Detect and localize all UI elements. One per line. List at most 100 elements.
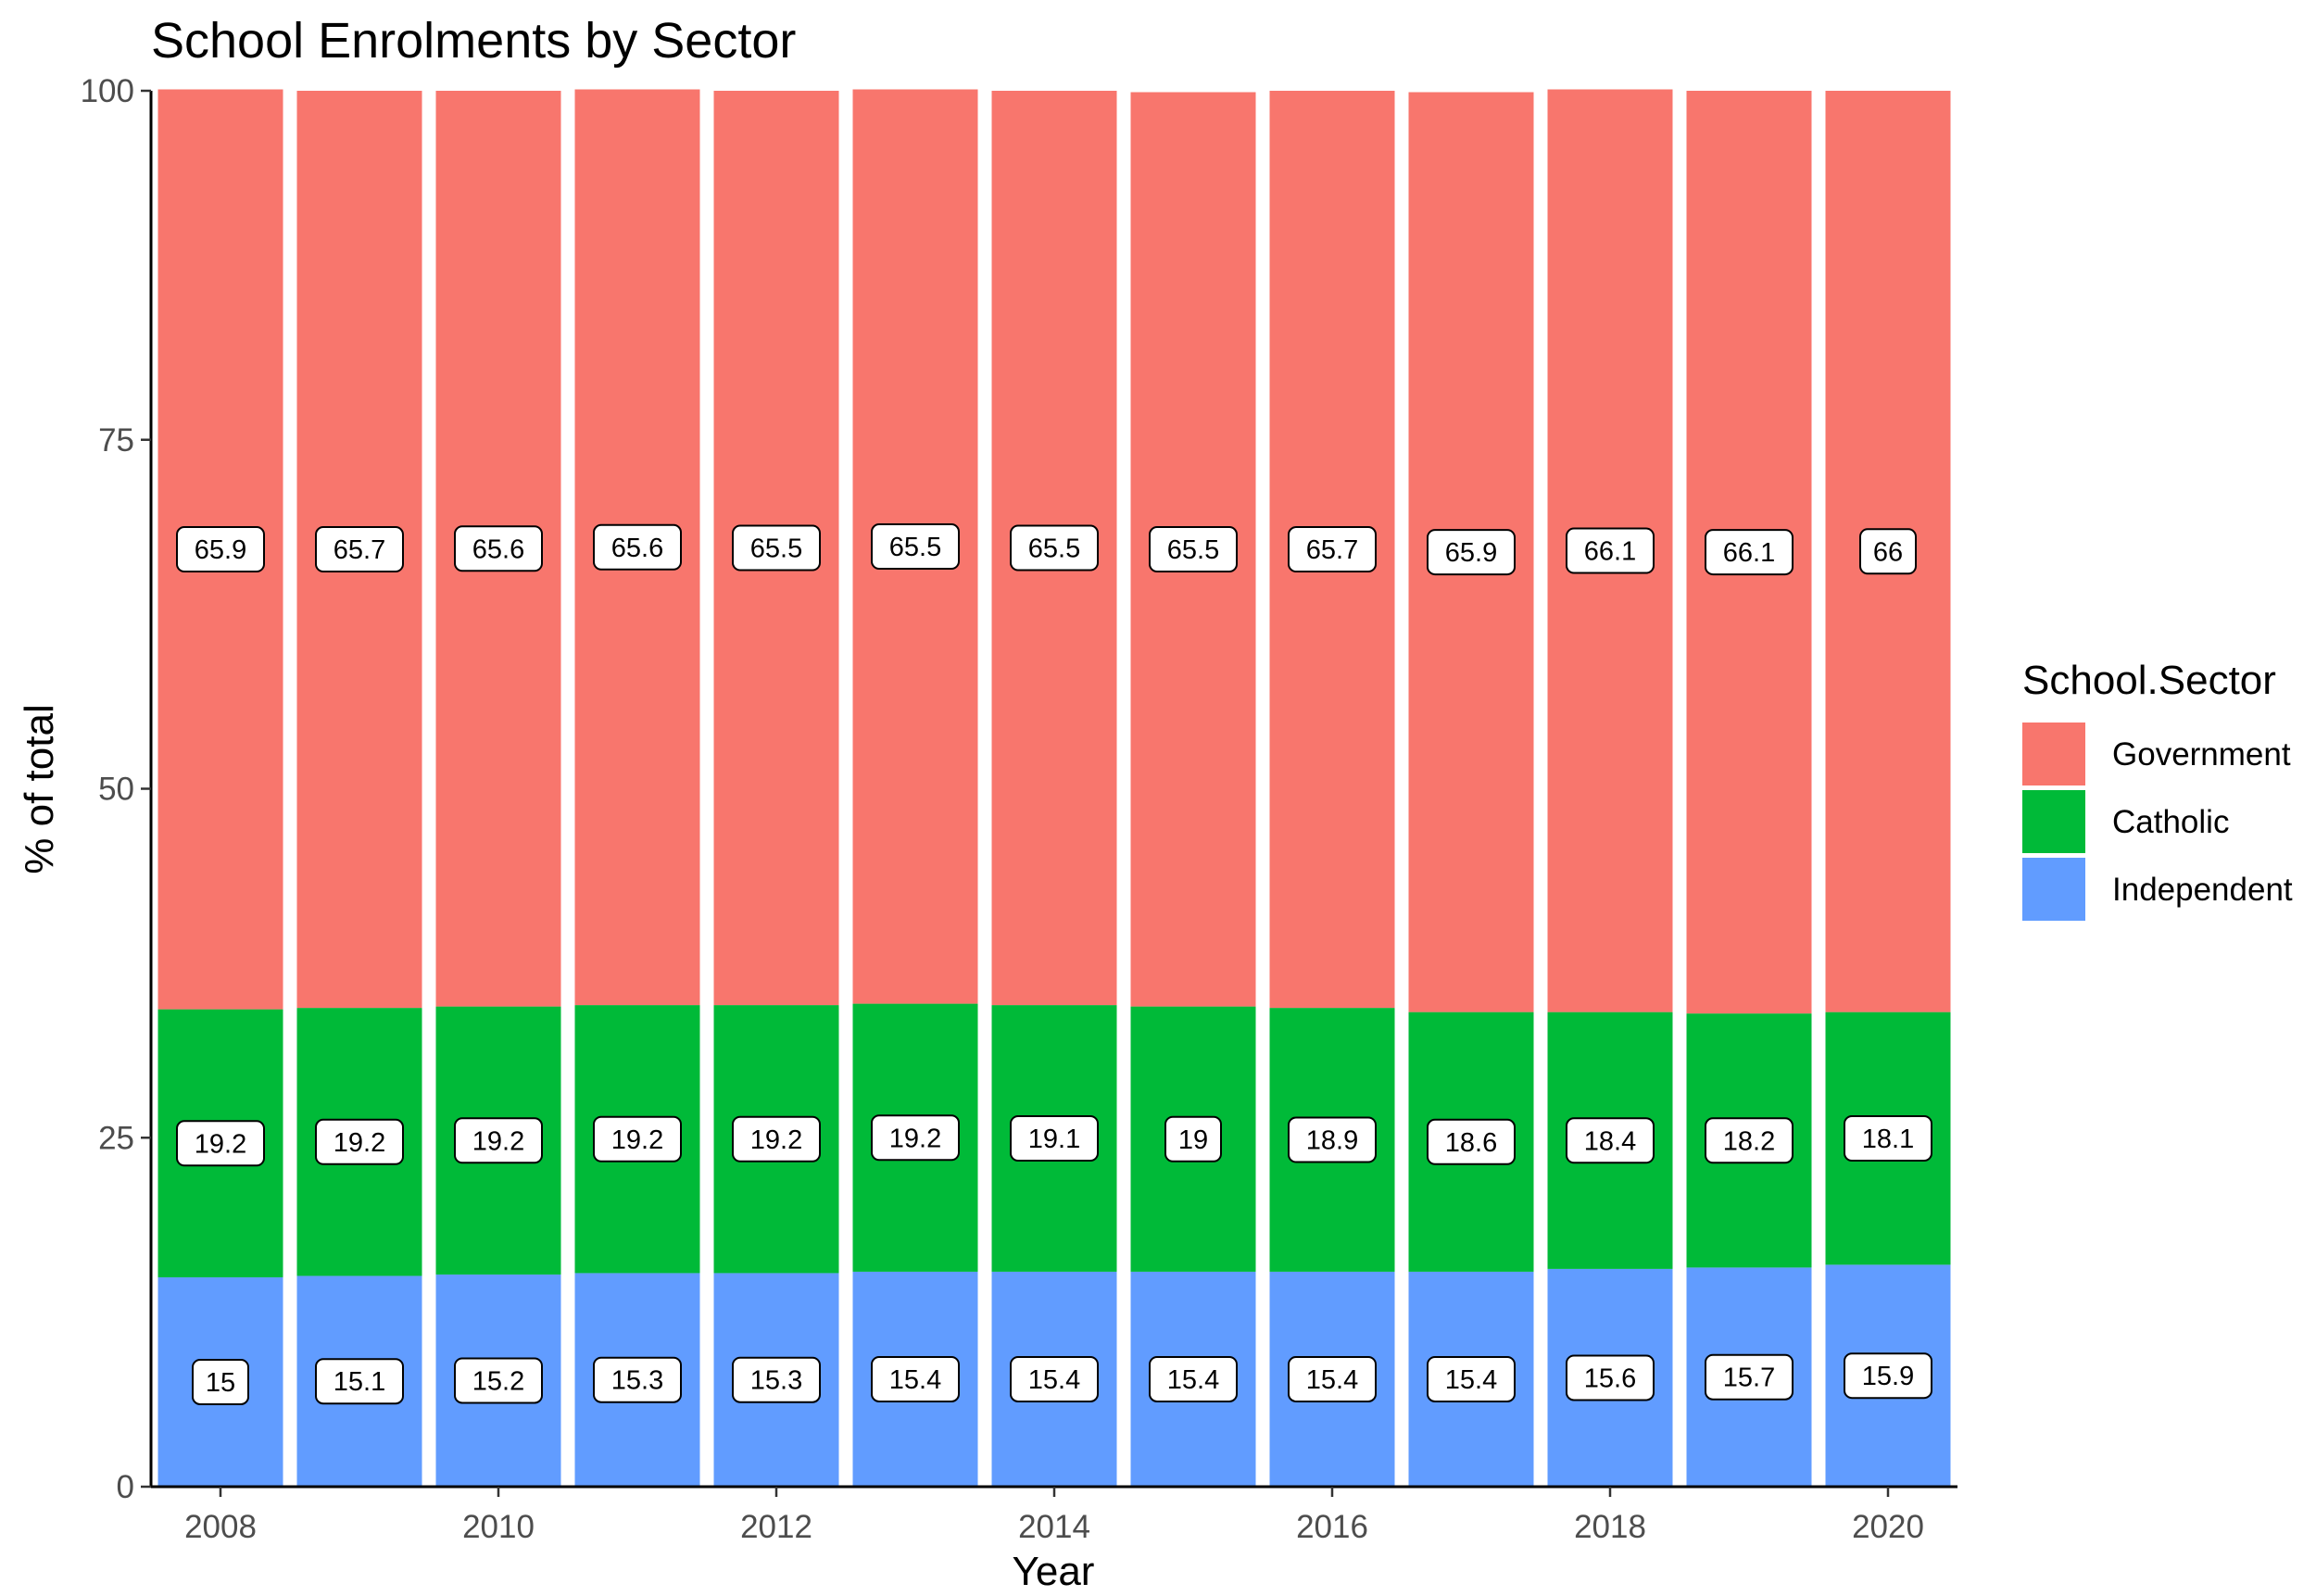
data-label-independent-2016: 15.4 <box>1288 1355 1377 1402</box>
chart-title: School Enrolments by Sector <box>151 13 796 69</box>
data-label-text: 18.1 <box>1862 1125 1914 1154</box>
data-label-catholic-2015: 19 <box>1164 1115 1222 1162</box>
legend-label: Government <box>2112 736 2291 773</box>
data-label-box <box>1844 1352 1932 1400</box>
data-label-independent-2017: 15.4 <box>1427 1355 1516 1402</box>
data-label-independent-2011: 15.3 <box>593 1356 682 1403</box>
data-label-box <box>1010 1355 1099 1402</box>
data-label-government-2016: 65.7 <box>1288 526 1377 573</box>
data-label-catholic-2014: 19.1 <box>1010 1115 1099 1162</box>
data-label-text: 65.5 <box>1028 534 1080 564</box>
data-label-catholic-2018: 18.4 <box>1566 1117 1655 1164</box>
legend-item-government: Government <box>2022 723 2291 785</box>
x-tick-label: 2016 <box>1296 1509 1368 1545</box>
data-label-box <box>593 1115 682 1162</box>
data-label-box <box>1010 524 1099 572</box>
x-tick-label: 2018 <box>1574 1509 1646 1545</box>
data-label-government-2020: 66 <box>1859 528 1917 575</box>
data-label-text: 65.5 <box>1167 535 1219 565</box>
data-label-box <box>1427 1118 1516 1165</box>
data-label-box <box>1859 528 1917 575</box>
data-label-government-2014: 65.5 <box>1010 524 1099 572</box>
data-label-independent-2018: 15.6 <box>1566 1354 1655 1401</box>
data-label-text: 19.1 <box>1028 1125 1080 1154</box>
x-tick-label: 2008 <box>184 1509 257 1545</box>
data-label-box <box>1705 1353 1794 1401</box>
x-tick-label: 2014 <box>1018 1509 1090 1545</box>
data-label-text: 19 <box>1178 1125 1208 1155</box>
y-axis-title: % of total <box>17 704 62 873</box>
data-label-text: 19.2 <box>334 1128 385 1158</box>
axes-layer: 0 25 50 75 100 2008 2010 2012 2014 2016 2018 2020 <box>81 73 1957 1545</box>
data-label-box <box>1010 1115 1099 1162</box>
data-label-government-2010: 65.6 <box>454 525 543 572</box>
data-label-independent-2013: 15.4 <box>871 1355 960 1402</box>
data-label-box <box>871 1114 960 1162</box>
x-tick-label: 2020 <box>1852 1509 1924 1545</box>
data-label-text: 65.6 <box>472 534 524 564</box>
data-label-government-2013: 65.5 <box>871 523 960 571</box>
data-label-government-2015: 65.5 <box>1149 526 1238 573</box>
data-label-text: 15.3 <box>611 1366 663 1396</box>
data-label-government-2018: 66.1 <box>1566 527 1655 574</box>
legend-label: Independent <box>2112 872 2293 908</box>
data-label-independent-2015: 15.4 <box>1149 1355 1238 1402</box>
legend-swatch <box>2022 790 2085 853</box>
data-label-box <box>1149 526 1238 573</box>
y-tick-label: 0 <box>117 1469 134 1505</box>
data-label-catholic-2017: 18.6 <box>1427 1118 1516 1165</box>
data-label-text: 15.2 <box>472 1366 524 1396</box>
data-label-box <box>593 1356 682 1403</box>
data-label-box <box>192 1358 249 1405</box>
data-label-box <box>1288 526 1377 573</box>
legend-swatch <box>2022 723 2085 785</box>
data-label-catholic-2019: 18.2 <box>1705 1117 1794 1164</box>
data-label-text: 66.1 <box>1723 538 1775 568</box>
data-label-text: 19.2 <box>750 1125 802 1155</box>
data-label-catholic-2008: 19.2 <box>176 1120 265 1167</box>
data-label-government-2009: 65.7 <box>315 526 404 573</box>
legend-swatch <box>2022 858 2085 921</box>
data-label-independent-2014: 15.4 <box>1010 1355 1099 1402</box>
data-label-box <box>454 1117 543 1164</box>
data-label-catholic-2012: 19.2 <box>732 1115 821 1162</box>
legend-title: School.Sector <box>2022 658 2276 703</box>
data-label-government-2012: 65.5 <box>732 524 821 572</box>
data-label-box <box>871 1355 960 1402</box>
data-label-text: 15.4 <box>889 1365 941 1395</box>
data-label-catholic-2020: 18.1 <box>1844 1115 1932 1162</box>
y-tick-label: 75 <box>98 422 134 459</box>
data-label-text: 19.2 <box>889 1124 941 1153</box>
data-label-text: 18.9 <box>1306 1126 1358 1156</box>
y-tick-label: 100 <box>81 73 134 109</box>
data-label-independent-2009: 15.1 <box>315 1358 404 1405</box>
x-tick-label: 2010 <box>462 1509 535 1545</box>
data-label-text: 19.2 <box>472 1126 524 1156</box>
data-label-text: 15.6 <box>1584 1364 1636 1393</box>
data-label-box <box>315 1118 404 1165</box>
bars-layer <box>157 89 1951 1487</box>
data-label-text: 65.7 <box>1306 535 1358 565</box>
data-label-text: 15.3 <box>750 1366 802 1396</box>
data-label-text: 18.2 <box>1723 1126 1775 1156</box>
data-label-box <box>732 1115 821 1162</box>
data-label-text: 65.9 <box>1445 538 1497 568</box>
data-label-text: 15 <box>206 1368 235 1398</box>
data-label-text: 15.4 <box>1306 1365 1358 1395</box>
data-label-independent-2008: 15 <box>192 1358 249 1405</box>
data-label-government-2008: 65.9 <box>176 526 265 573</box>
data-label-box <box>1164 1115 1222 1162</box>
x-tick-label: 2012 <box>740 1509 812 1545</box>
data-label-box <box>1149 1355 1238 1402</box>
data-label-box <box>454 525 543 572</box>
data-label-box <box>732 1356 821 1403</box>
data-label-box <box>1427 529 1516 576</box>
data-label-government-2017: 65.9 <box>1427 529 1516 576</box>
data-label-box <box>176 1120 265 1167</box>
data-label-text: 66 <box>1873 537 1903 567</box>
data-label-catholic-2009: 19.2 <box>315 1118 404 1165</box>
legend: School.Sector Government Catholic Independ… <box>2022 658 2293 921</box>
data-label-box <box>1566 1354 1655 1401</box>
